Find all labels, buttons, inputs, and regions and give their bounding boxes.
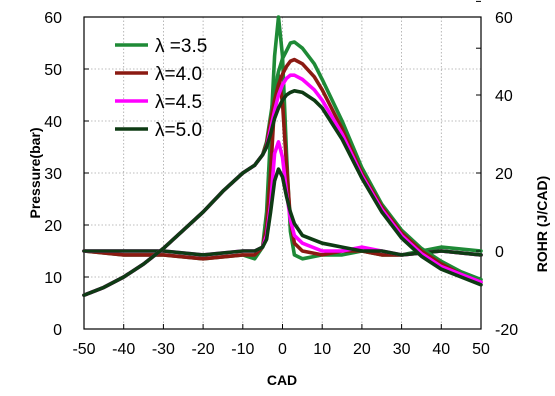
pressure-line-series-4	[82, 89, 483, 297]
x-tick-labels: -50 -40 -30 -20 -10 0 10 20 30 40 50	[72, 341, 490, 358]
y2-tick-label: 0	[495, 244, 504, 261]
y2-axis-title: ROHR (J/CAD)	[534, 176, 550, 272]
y-tick-labels: 0 10 20 30 40 50 60	[44, 10, 62, 339]
x-axis-title: CAD	[267, 372, 297, 388]
x-tick-label: 50	[472, 341, 490, 358]
x-tick-label: 40	[432, 341, 450, 358]
y-tick-label: 20	[44, 218, 62, 235]
rohr-series-group	[82, 15, 483, 261]
legend-label: λ =3.5	[155, 36, 207, 57]
y-tick-label: 60	[44, 10, 62, 27]
legend-label: λ=4.5	[155, 92, 202, 113]
rohr-line-series-4	[82, 167, 483, 257]
x-tick-label: -10	[231, 341, 254, 358]
y-tick-label: 40	[44, 114, 62, 131]
x-tick-label: 20	[353, 341, 371, 358]
y-tick-label: 10	[44, 270, 62, 287]
y2-tick-label: 20	[495, 166, 513, 183]
x-tick-label: -40	[112, 341, 135, 358]
legend-label: λ=4.0	[155, 64, 202, 85]
legend: λ =3.5 λ=4.0 λ=4.5 λ=5.0	[115, 36, 207, 141]
y2-tick-label: -20	[495, 322, 518, 339]
pressure-series-group	[82, 40, 483, 297]
y-tick-label: 50	[44, 62, 62, 79]
axis-ticks	[83, 0, 482, 330]
x-tick-label: -20	[192, 341, 215, 358]
legend-label: λ=5.0	[155, 120, 202, 141]
x-tick-label: -30	[152, 341, 175, 358]
x-tick-label: 10	[313, 341, 331, 358]
x-tick-label: 30	[393, 341, 411, 358]
y-axis-title: Pressure(bar)	[27, 127, 43, 218]
y2-tick-labels: -20 0 20 40 60	[495, 10, 518, 339]
x-tick-label: -50	[72, 341, 95, 358]
rohr-line-series-1	[82, 15, 483, 261]
y-tick-label: 0	[53, 322, 62, 339]
y-tick-label: 30	[44, 166, 62, 183]
x-tick-label: 0	[278, 341, 287, 358]
y2-tick-label: 40	[495, 88, 513, 105]
y2-tick-label: 60	[495, 10, 513, 27]
